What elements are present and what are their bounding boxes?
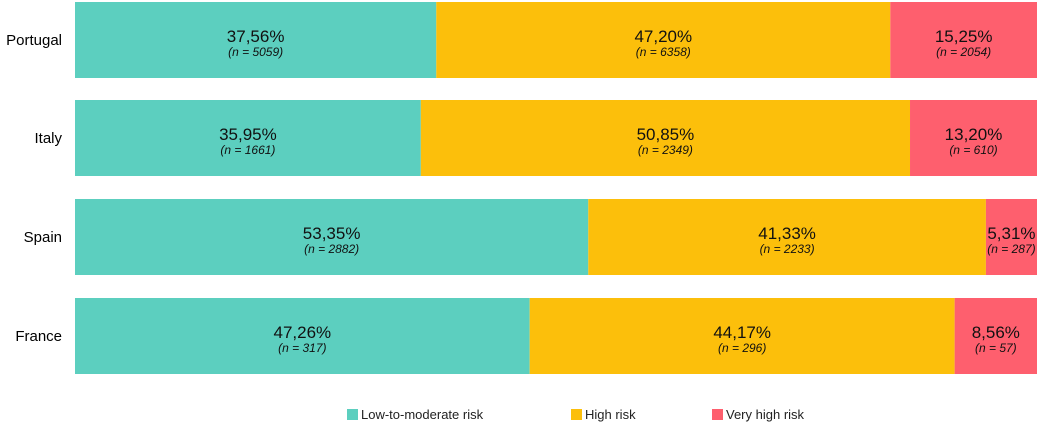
bar-segment [588,199,986,275]
n-label: (n = 6358) [636,45,691,59]
data-label: 8,56% [972,323,1020,342]
bar-segment [954,298,1037,374]
bar-segment [75,2,437,78]
n-label: (n = 2882) [304,242,359,256]
bar-segment [75,199,589,275]
n-label: (n = 1661) [220,143,275,157]
data-label: 5,31% [987,224,1035,243]
bar-segment [75,100,421,176]
data-label: 50,85% [637,125,695,144]
n-label: (n = 287) [987,242,1035,256]
category-label-spain: Spain [24,229,62,246]
n-label: (n = 2349) [638,143,693,157]
legend-swatch [571,409,582,420]
bar-segment [910,100,1037,176]
data-label: 13,20% [945,125,1003,144]
legend-label: Low-to-moderate risk [361,407,484,422]
data-label: 47,26% [274,323,332,342]
n-label: (n = 2233) [760,242,815,256]
category-label-france: France [15,328,62,345]
n-label: (n = 5059) [228,45,283,59]
n-label: (n = 2054) [936,45,991,59]
bar-segment [890,2,1037,78]
legend-swatch [347,409,358,420]
n-label: (n = 317) [278,341,326,355]
legend-swatch [712,409,723,420]
data-label: 53,35% [303,224,361,243]
category-label-portugal: Portugal [6,32,62,49]
n-label: (n = 296) [718,341,766,355]
bar-segment [985,199,1037,275]
data-label: 37,56% [227,27,285,46]
n-label: (n = 610) [949,143,997,157]
bar-segment [420,100,911,176]
data-label: 15,25% [935,27,993,46]
data-label: 47,20% [634,27,692,46]
bar-segment [436,2,891,78]
category-label-italy: Italy [34,130,62,147]
legend-label: High risk [585,407,636,422]
legend-label: Very high risk [726,407,805,422]
data-label: 41,33% [758,224,816,243]
data-label: 44,17% [713,323,771,342]
bar-segment [75,298,530,374]
n-label: (n = 57) [975,341,1017,355]
data-label: 35,95% [219,125,277,144]
bar-segment [529,298,955,374]
